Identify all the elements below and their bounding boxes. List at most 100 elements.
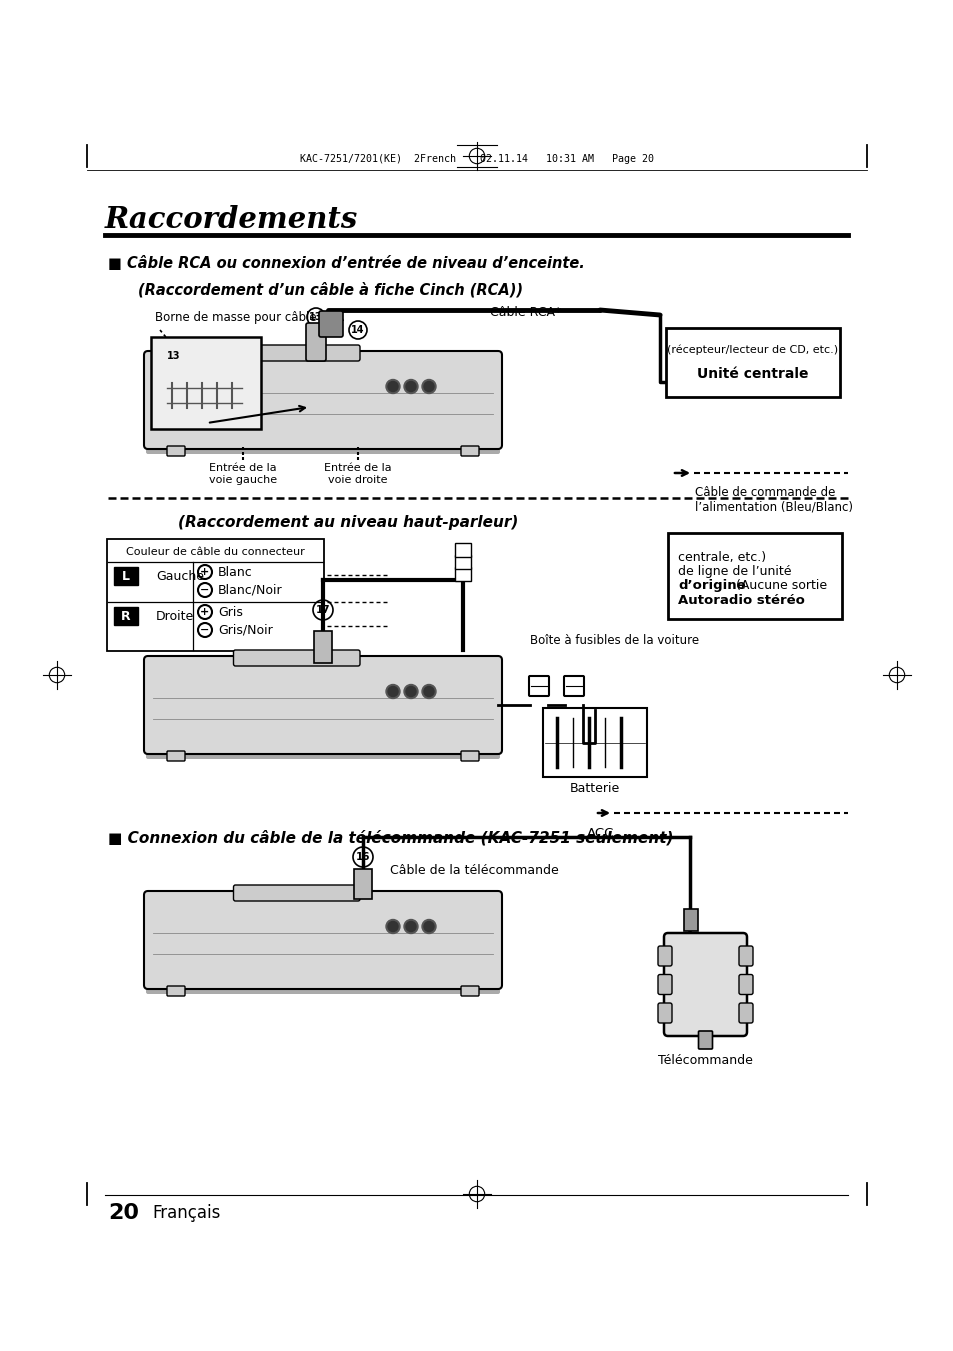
Text: Entrée de la
voie gauche: Entrée de la voie gauche — [209, 463, 276, 485]
Text: Raccordements: Raccordements — [105, 205, 358, 235]
Text: −: − — [200, 585, 210, 594]
FancyBboxPatch shape — [144, 657, 501, 754]
FancyBboxPatch shape — [455, 543, 471, 557]
Circle shape — [386, 380, 399, 393]
Text: Unité centrale: Unité centrale — [697, 366, 808, 381]
Circle shape — [423, 921, 434, 931]
FancyBboxPatch shape — [167, 986, 185, 996]
Circle shape — [386, 685, 399, 698]
FancyBboxPatch shape — [144, 351, 501, 449]
Circle shape — [386, 920, 399, 934]
Text: Câble de commande de
l’alimentation (Bleu/Blanc): Câble de commande de l’alimentation (Ble… — [695, 486, 852, 513]
Text: centrale, etc.): centrale, etc.) — [678, 550, 765, 563]
Circle shape — [403, 920, 417, 934]
Text: Batterie: Batterie — [569, 782, 619, 796]
Text: ■ Câble RCA ou connexion d’entrée de niveau d’enceinte.: ■ Câble RCA ou connexion d’entrée de niv… — [108, 255, 584, 270]
Text: d’origine: d’origine — [678, 578, 745, 592]
Text: (Raccordement au niveau haut-parleur): (Raccordement au niveau haut-parleur) — [178, 515, 517, 530]
Circle shape — [423, 686, 434, 697]
FancyBboxPatch shape — [455, 567, 471, 581]
Circle shape — [403, 685, 417, 698]
Circle shape — [403, 380, 417, 393]
FancyBboxPatch shape — [739, 946, 752, 966]
Text: 14: 14 — [351, 326, 364, 335]
Circle shape — [423, 381, 434, 392]
Text: −: − — [200, 626, 210, 635]
Circle shape — [421, 380, 436, 393]
FancyBboxPatch shape — [354, 869, 372, 898]
FancyBboxPatch shape — [663, 934, 746, 1036]
Text: ACC: ACC — [586, 827, 614, 840]
Circle shape — [388, 921, 397, 931]
Circle shape — [421, 685, 436, 698]
FancyBboxPatch shape — [167, 751, 185, 761]
Text: Entrée de la
voie droite: Entrée de la voie droite — [324, 463, 392, 485]
Text: KAC-7251/7201(KE)  2French    02.11.14   10:31 AM   Page 20: KAC-7251/7201(KE) 2French 02.11.14 10:31… — [299, 154, 654, 163]
Text: +: + — [200, 607, 210, 617]
FancyBboxPatch shape — [658, 974, 671, 994]
FancyBboxPatch shape — [233, 345, 359, 361]
Text: Blanc: Blanc — [218, 566, 253, 578]
FancyBboxPatch shape — [563, 676, 583, 696]
FancyBboxPatch shape — [146, 743, 499, 759]
FancyBboxPatch shape — [455, 555, 471, 569]
Text: Gris: Gris — [218, 605, 243, 619]
FancyBboxPatch shape — [460, 751, 478, 761]
Text: 16: 16 — [355, 852, 370, 862]
Text: Autoradio stéréo: Autoradio stéréo — [678, 593, 804, 607]
FancyBboxPatch shape — [460, 446, 478, 457]
FancyBboxPatch shape — [146, 438, 499, 454]
FancyBboxPatch shape — [658, 946, 671, 966]
FancyBboxPatch shape — [542, 708, 646, 777]
Text: 13: 13 — [309, 312, 322, 322]
Circle shape — [421, 920, 436, 934]
FancyBboxPatch shape — [113, 607, 138, 626]
Text: (Aucune sortie: (Aucune sortie — [731, 578, 826, 592]
Text: Câble RCA*: Câble RCA* — [490, 307, 560, 319]
Circle shape — [406, 686, 416, 697]
FancyBboxPatch shape — [233, 650, 359, 666]
Text: (Raccordement d’un câble à fiche Cinch (RCA)): (Raccordement d’un câble à fiche Cinch (… — [138, 282, 522, 297]
FancyBboxPatch shape — [151, 336, 261, 430]
Text: de ligne de l’unité: de ligne de l’unité — [678, 565, 791, 577]
Text: 20: 20 — [108, 1202, 139, 1223]
Text: Blanc/Noir: Blanc/Noir — [218, 584, 282, 597]
Text: R: R — [121, 609, 131, 623]
FancyBboxPatch shape — [529, 676, 548, 696]
Text: Borne de masse pour câble RCA: Borne de masse pour câble RCA — [154, 312, 344, 324]
Text: Droite: Droite — [156, 609, 194, 623]
Text: (récepteur/lecteur de CD, etc.): (récepteur/lecteur de CD, etc.) — [667, 345, 838, 355]
Text: +: + — [200, 567, 210, 577]
Text: 17: 17 — [315, 605, 330, 615]
FancyBboxPatch shape — [460, 986, 478, 996]
Text: Câble de la télécommande: Câble de la télécommande — [390, 863, 558, 877]
FancyBboxPatch shape — [314, 631, 332, 663]
Text: ■ Connexion du câble de la télécommande (KAC-7251 seulement): ■ Connexion du câble de la télécommande … — [108, 831, 673, 846]
FancyBboxPatch shape — [167, 446, 185, 457]
Circle shape — [406, 921, 416, 931]
Text: Télécommande: Télécommande — [658, 1054, 752, 1066]
FancyBboxPatch shape — [144, 892, 501, 989]
Circle shape — [406, 381, 416, 392]
FancyBboxPatch shape — [683, 909, 698, 931]
FancyBboxPatch shape — [739, 974, 752, 994]
Text: Gauche: Gauche — [156, 570, 204, 582]
Text: Boîte à fusibles de la voiture: Boîte à fusibles de la voiture — [530, 634, 699, 647]
FancyBboxPatch shape — [146, 978, 499, 994]
FancyBboxPatch shape — [113, 567, 138, 585]
Text: Français: Français — [152, 1204, 220, 1223]
Circle shape — [388, 381, 397, 392]
FancyBboxPatch shape — [739, 1002, 752, 1023]
FancyBboxPatch shape — [318, 311, 343, 336]
FancyBboxPatch shape — [698, 1031, 712, 1048]
FancyBboxPatch shape — [667, 534, 841, 619]
Text: L: L — [122, 570, 130, 582]
Text: Gris/Noir: Gris/Noir — [218, 624, 273, 636]
Text: Couleur de câble du connecteur: Couleur de câble du connecteur — [126, 547, 305, 557]
FancyBboxPatch shape — [107, 539, 324, 651]
Text: 13: 13 — [167, 351, 180, 361]
FancyBboxPatch shape — [658, 1002, 671, 1023]
FancyBboxPatch shape — [233, 885, 359, 901]
Circle shape — [388, 686, 397, 697]
FancyBboxPatch shape — [665, 328, 840, 397]
